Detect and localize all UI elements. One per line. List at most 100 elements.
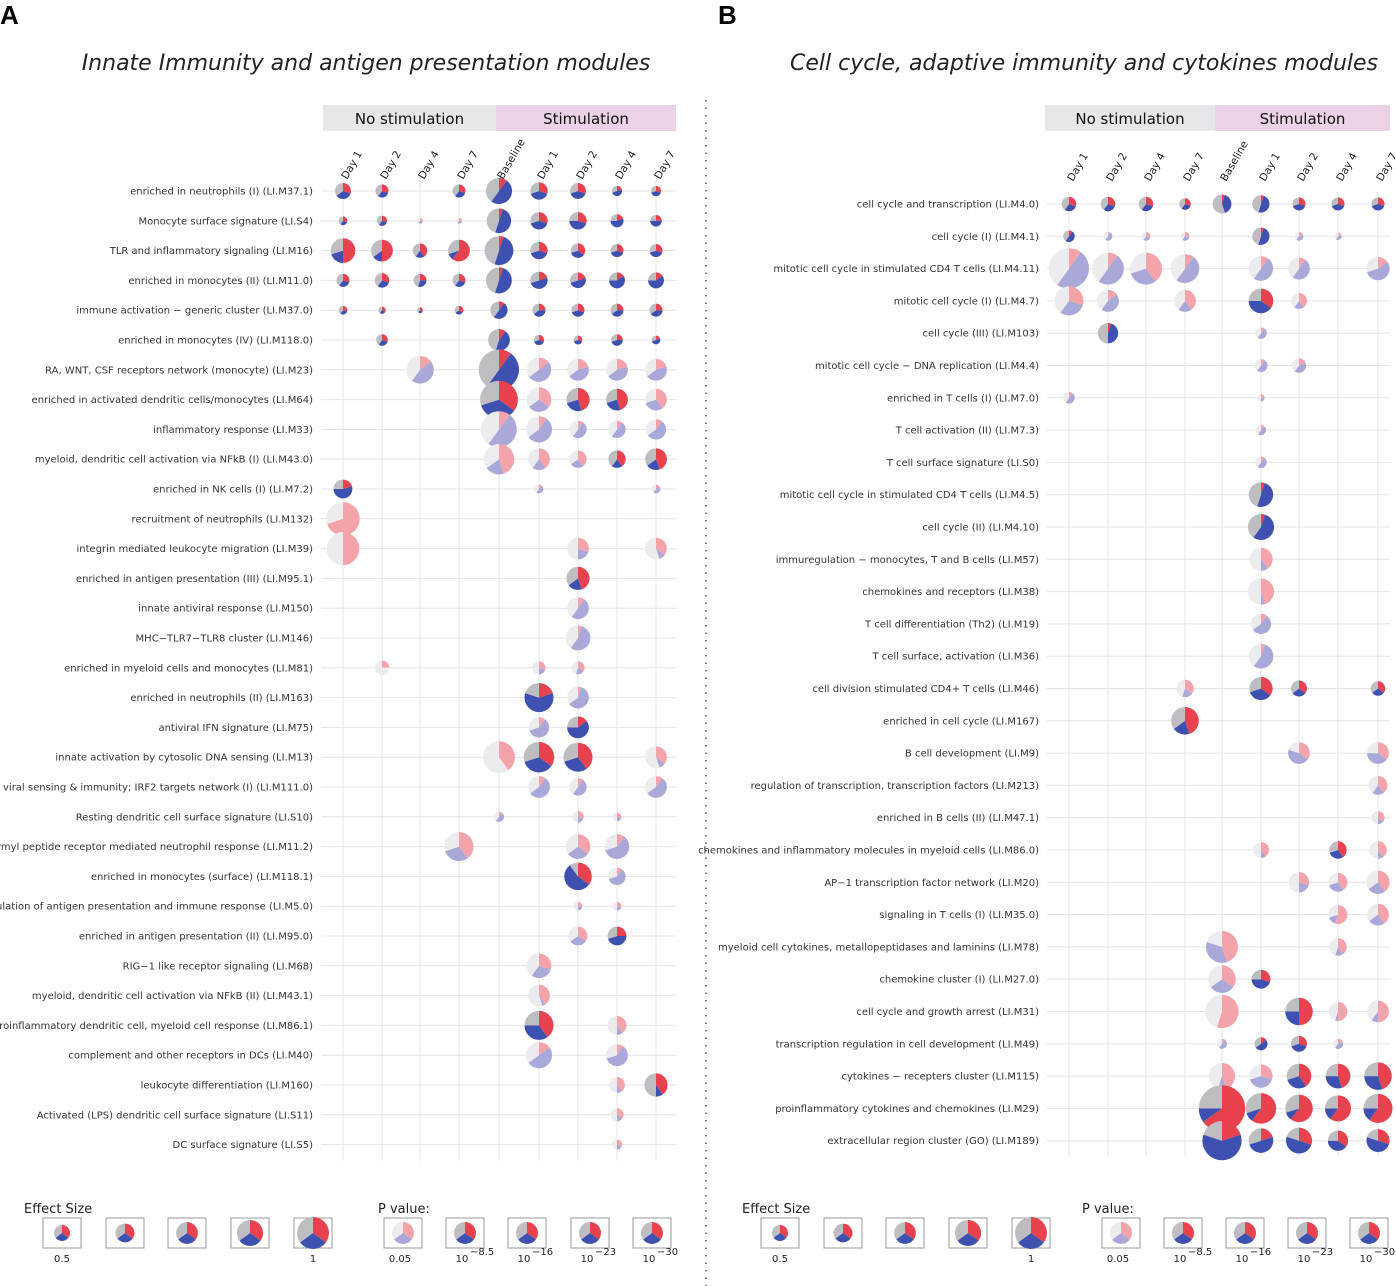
pie-slice-rest xyxy=(530,241,539,254)
pie-slice-down xyxy=(529,362,552,382)
pie-slice-up xyxy=(539,357,549,370)
pie-slice-up xyxy=(539,212,548,224)
row-label: enriched in monocytes (surface) (LI.M118… xyxy=(91,872,313,883)
pie-mark xyxy=(1248,643,1274,669)
pie-slice-up xyxy=(539,984,550,1005)
pie-slice-up xyxy=(539,717,545,728)
pie-slice-rest xyxy=(1248,1128,1261,1145)
pie-mark xyxy=(1291,358,1307,373)
pie-mark xyxy=(1248,1128,1274,1153)
pie-mark xyxy=(1061,196,1077,212)
pie-slice-down xyxy=(379,220,387,226)
pie-slice-up xyxy=(1185,254,1194,269)
pie-slice-rest xyxy=(644,1073,656,1097)
legend-pvalue-box xyxy=(570,1217,610,1249)
pie-mark xyxy=(645,419,667,440)
pie-mark xyxy=(1180,231,1190,241)
pie-slice-down xyxy=(493,303,508,319)
pie-slice-down xyxy=(610,218,624,228)
pie-mark xyxy=(1285,1094,1313,1123)
pie-slice-rest xyxy=(608,420,617,437)
pie-slice-down xyxy=(1255,1039,1268,1051)
pie-mark xyxy=(333,479,353,499)
pie-mark xyxy=(493,811,505,822)
pie-slice-down xyxy=(1222,195,1232,213)
pie-slice-down xyxy=(340,310,348,315)
panel-a-letter: A xyxy=(0,0,19,30)
pie-slice-rest xyxy=(375,184,382,197)
pie-slice-up xyxy=(617,420,623,430)
pie-slice-up xyxy=(1378,903,1389,924)
pie-slice-rest xyxy=(1248,256,1261,279)
pie-slice-rest xyxy=(567,716,578,728)
pie-mark xyxy=(532,661,546,675)
pie-slice-rest xyxy=(1063,230,1069,241)
pie-mark xyxy=(1371,197,1385,211)
pie-slice-up xyxy=(617,303,624,311)
row-label: transcription regulation in cell develop… xyxy=(776,1039,1040,1050)
pie-slice-up xyxy=(1378,257,1388,269)
pie-slice-up xyxy=(1261,1128,1273,1141)
pie-slice-up xyxy=(1185,679,1194,694)
pie-mark xyxy=(569,212,587,230)
row-label: enriched in monocytes (II) (LI.M11.0) xyxy=(128,276,313,287)
pie-slice-down xyxy=(455,191,466,198)
pie-slice-up xyxy=(539,1010,554,1038)
pie-mark xyxy=(1247,578,1275,605)
pie-slice-rest xyxy=(1367,903,1378,921)
pie-slice-up xyxy=(187,1222,198,1240)
pie-mark xyxy=(1249,676,1273,701)
pie-slice-rest xyxy=(1249,676,1261,693)
pie-slice-down xyxy=(1299,882,1309,893)
pie-slice-up xyxy=(1378,775,1388,794)
pie-mark xyxy=(645,448,667,471)
pie-slice-rest xyxy=(609,272,617,281)
pie-mark xyxy=(1208,965,1236,993)
pie-mark xyxy=(1286,1063,1312,1089)
legend-effect-box xyxy=(885,1217,925,1249)
pie-slice-down xyxy=(1261,559,1268,571)
pie-slice-rest xyxy=(391,1222,403,1240)
pie-slice-down xyxy=(1366,1137,1390,1153)
pie-mark xyxy=(1328,1002,1348,1021)
pie-slice-up xyxy=(62,1225,70,1238)
legend-effect-box xyxy=(167,1217,207,1249)
pie-slice-down xyxy=(617,1144,622,1150)
pie-mark xyxy=(1097,323,1119,344)
pie-mark xyxy=(572,811,584,823)
pie-slice-rest xyxy=(649,303,656,315)
pie-slice-up xyxy=(617,185,622,191)
pie-slice-down xyxy=(570,277,586,289)
pie-slice-up xyxy=(1261,327,1265,334)
pie-slice-rest xyxy=(493,811,499,821)
p-value-tick-exponent: −8.5 xyxy=(470,1247,494,1258)
legend-pvalue-box xyxy=(383,1217,423,1249)
row-label: chemokines and inflammatory molecules in… xyxy=(698,846,1039,857)
pie-mark xyxy=(1254,358,1268,373)
group-label: Stimulation xyxy=(1260,110,1346,128)
pie-mark xyxy=(1288,742,1310,764)
pie-slice-down xyxy=(300,1233,326,1249)
pie-slice-rest xyxy=(525,683,539,698)
pie-slice-rest xyxy=(571,303,578,313)
pie-slice-down xyxy=(1065,231,1075,243)
pie-slice-rest xyxy=(326,502,343,524)
pie-mark xyxy=(608,450,626,468)
pie-slice-up xyxy=(656,303,663,311)
legend-pvalue-pie xyxy=(1171,1222,1195,1245)
pie-slice-rest xyxy=(1206,930,1222,947)
pie-slice-rest xyxy=(326,531,343,566)
pie-slice-up xyxy=(1146,231,1151,238)
pie-slice-down xyxy=(643,1233,661,1245)
pie-slice-down xyxy=(415,250,425,258)
pie-mark xyxy=(1329,841,1347,859)
pie-slice-rest xyxy=(478,349,499,387)
pie-slice-rest xyxy=(1294,231,1299,240)
pie-slice-down xyxy=(1178,300,1192,312)
pie-slice-rest xyxy=(570,272,578,283)
pie-mark xyxy=(1331,197,1345,211)
pie-slice-up xyxy=(420,273,427,281)
pie-slice-up xyxy=(1378,1000,1389,1023)
pie-slice-up xyxy=(1185,198,1191,206)
pie-slice-rest xyxy=(611,334,617,342)
